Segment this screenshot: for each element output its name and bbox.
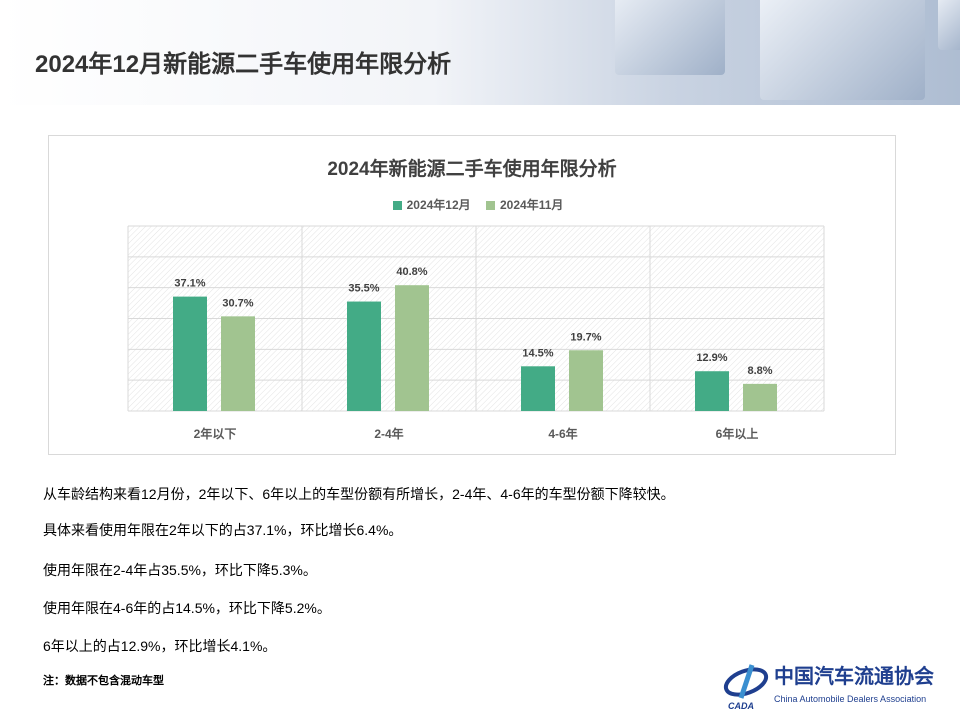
decorative-cube — [760, 0, 925, 100]
legend-swatch — [486, 201, 495, 210]
cada-logo: CADA 中国汽车流通协会 China Automobile Dealers A… — [722, 662, 960, 712]
data-label: 12.9% — [696, 352, 727, 364]
legend-swatch — [392, 201, 402, 210]
logo-chinese-name: 中国汽车流通协会 — [774, 664, 934, 688]
bar — [173, 296, 207, 411]
data-label: 14.5% — [522, 347, 553, 359]
paragraph: 从车龄结构来看12月份，2年以下、6年以上的车型份额有所增长，2-4年、4-6年… — [43, 486, 675, 502]
data-label: 19.7% — [570, 331, 601, 343]
data-label: 30.7% — [222, 297, 253, 309]
paragraph: 具体来看使用年限在2年以下的占37.1%，环比增长6.4%。 — [43, 522, 403, 538]
bar — [569, 350, 603, 411]
cada-logo-mark-icon: CADA — [723, 664, 769, 711]
bar — [743, 383, 777, 411]
bar — [695, 371, 729, 411]
plot-area: 37.1% 30.7% 2年以下 35.5% 40.8% 2-4年 14.5% 19.7% 4-… — [127, 225, 825, 441]
data-label: 37.1% — [174, 278, 205, 290]
chart-legend: 2024年12月 2024年11月 — [49, 196, 895, 213]
logo-english-name: China Automobile Dealers Association — [774, 694, 927, 704]
legend-label: 2024年11月 — [500, 198, 564, 212]
x-tick-label: 2年以下 — [194, 426, 237, 441]
bar — [221, 316, 255, 411]
bar — [521, 366, 555, 411]
x-tick-label: 2-4年 — [374, 426, 403, 441]
header-banner: 2024年12月新能源二手车使用年限分析 — [0, 0, 960, 105]
decorative-cube — [615, 0, 725, 75]
decorative-cube — [938, 0, 960, 50]
footnote: 注：数据不包含混动车型 — [43, 675, 164, 687]
x-tick-label: 4-6年 — [548, 426, 577, 441]
chart-title: 2024年新能源二手车使用年限分析 — [327, 159, 617, 180]
bar — [347, 301, 381, 411]
svg-text:CADA: CADA — [728, 701, 754, 711]
legend-label: 2024年12月 — [406, 198, 471, 212]
paragraph: 使用年限在4-6年的占14.5%，环比下降5.2%。 — [43, 600, 331, 616]
paragraph: 使用年限在2-4年占35.5%，环比下降5.3%。 — [43, 562, 317, 578]
data-label: 35.5% — [348, 283, 379, 295]
bar — [395, 285, 429, 411]
page-title: 2024年12月新能源二手车使用年限分析 — [35, 51, 452, 78]
data-label: 8.8% — [747, 365, 772, 377]
x-tick-label: 6年以上 — [716, 426, 759, 441]
chart: 2024年新能源二手车使用年限分析 2024年12月 2024年11月 37.1… — [48, 135, 896, 455]
data-label: 40.8% — [396, 266, 427, 278]
paragraph: 6年以上的占12.9%，环比增长4.1%。 — [43, 638, 277, 654]
